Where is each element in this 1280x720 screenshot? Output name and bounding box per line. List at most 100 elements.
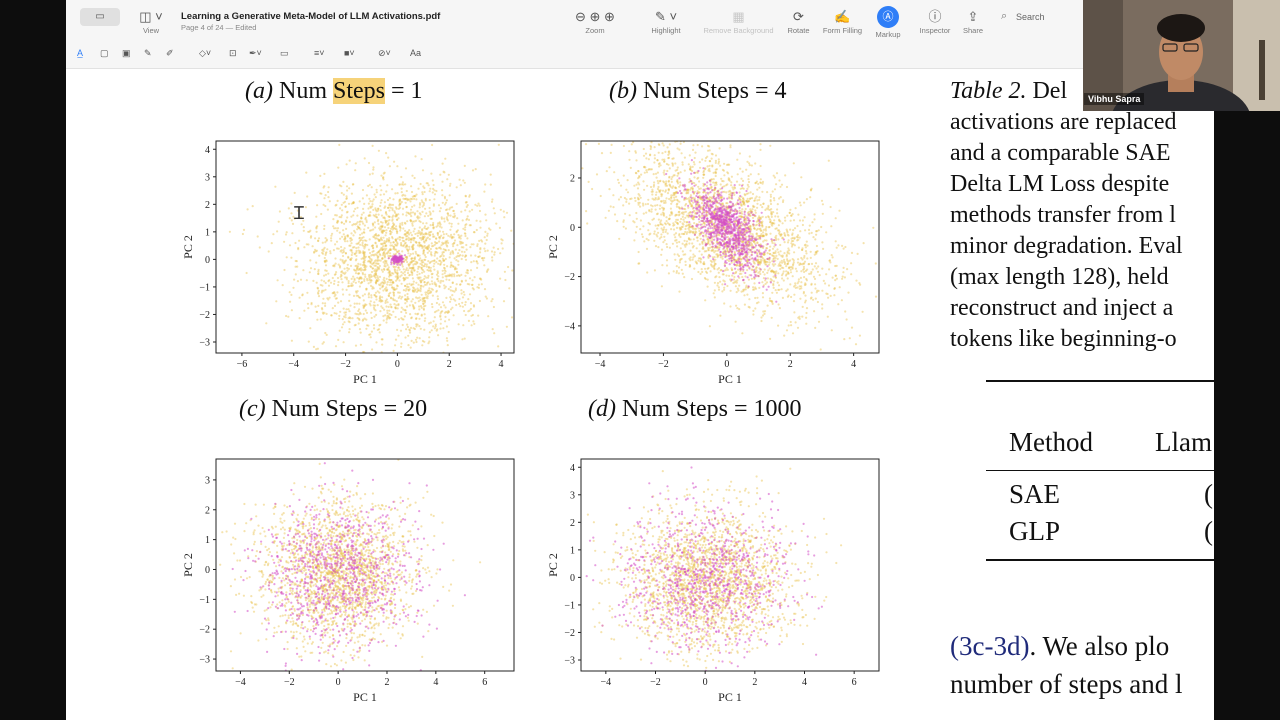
data-point [689, 259, 692, 262]
data-point [357, 309, 360, 313]
data-point [367, 207, 370, 210]
data-point [780, 259, 783, 262]
data-point [435, 242, 438, 245]
data-point [409, 197, 412, 200]
data-point [433, 268, 436, 271]
data-point [799, 297, 802, 300]
data-point [315, 215, 318, 218]
data-point [745, 199, 748, 202]
data-point [411, 277, 414, 280]
data-point [858, 282, 861, 285]
data-point [333, 282, 336, 285]
data-point [418, 226, 421, 229]
data-point [379, 220, 383, 224]
form-filling-button[interactable]: ✍ Form Filling [820, 8, 865, 35]
data-point [401, 239, 404, 242]
data-point [426, 295, 429, 298]
data-point [805, 316, 808, 319]
data-point [774, 236, 777, 239]
share-button[interactable]: ⇪ Share [958, 8, 988, 35]
text-select-tool-icon[interactable]: A̲ [77, 48, 84, 58]
sign-tool-icon[interactable]: ✒˅ [249, 48, 262, 58]
data-point [779, 250, 782, 253]
data-point [398, 183, 401, 186]
text-box-tool-icon[interactable]: ⊡ [229, 48, 237, 58]
data-point [422, 305, 425, 308]
data-point [413, 269, 416, 272]
data-point [305, 279, 308, 282]
data-point [354, 252, 357, 255]
data-point [357, 268, 360, 271]
shape-style-icon[interactable]: ≡˅ [314, 48, 325, 58]
smart-lasso-tool-icon[interactable]: ▣ [122, 48, 131, 58]
data-point [376, 251, 379, 255]
data-point [774, 227, 777, 230]
data-point [397, 213, 400, 216]
data-point [455, 255, 458, 258]
share-icon: ⇪ [967, 9, 979, 24]
data-point [400, 310, 403, 314]
fill-color-icon[interactable]: ⊘˅ [378, 48, 391, 58]
data-point [410, 215, 413, 218]
view-icon: ◫ ˅ [139, 9, 163, 24]
data-point [747, 192, 750, 195]
data-point [292, 215, 295, 218]
data-point [409, 326, 413, 329]
sidebar-toggle-button[interactable]: ▭ [80, 8, 120, 26]
zoom-controls[interactable]: ⊖ ⊕ ⊕ Zoom [560, 8, 630, 35]
data-point [375, 254, 378, 257]
data-point [356, 242, 360, 245]
data-point [354, 272, 358, 275]
text-style-button[interactable]: Aa [410, 48, 422, 58]
data-point [479, 248, 482, 251]
data-point [698, 234, 701, 237]
data-point [669, 199, 672, 202]
y-tick-label: 2 [205, 200, 210, 211]
data-point [410, 238, 413, 241]
data-point [405, 287, 408, 290]
shapes-tool-icon[interactable]: ◇˅ [199, 48, 212, 58]
data-point [884, 332, 886, 334]
border-color-icon[interactable]: ■˅ [344, 48, 355, 58]
data-point [346, 263, 349, 266]
highlight-button[interactable]: ✎ ˅ Highlight [641, 8, 691, 35]
markup-button[interactable]: Ⓐ Markup [866, 6, 910, 39]
data-point [340, 185, 343, 188]
data-point [646, 184, 649, 187]
data-point [597, 142, 600, 145]
data-point [826, 292, 829, 296]
document-title: Learning a Generative Meta-Model of LLM … [181, 11, 441, 22]
data-point [314, 250, 317, 253]
data-point [497, 345, 500, 348]
data-point [440, 261, 443, 264]
data-point [418, 216, 421, 219]
data-point [402, 244, 405, 247]
data-point [713, 251, 716, 254]
data-point [423, 299, 426, 302]
data-point [358, 296, 362, 299]
data-point [419, 220, 422, 224]
draw-tool-icon[interactable]: ✐ [166, 48, 174, 58]
data-point [376, 268, 379, 271]
data-point [441, 189, 444, 192]
data-point [287, 207, 290, 210]
data-point [324, 261, 327, 264]
data-point [702, 247, 705, 250]
data-point [358, 308, 361, 311]
note-tool-icon[interactable]: ▭ [280, 48, 289, 58]
data-point [396, 277, 399, 280]
data-point [442, 259, 445, 262]
data-point [707, 240, 710, 243]
data-point [346, 266, 349, 270]
inspector-button[interactable]: ⓘ Inspector [916, 8, 954, 35]
sketch-tool-icon[interactable]: ✎ [144, 48, 152, 58]
rect-select-tool-icon[interactable]: ▢ [100, 48, 109, 58]
rotate-button[interactable]: ⟳ Rotate [781, 8, 816, 35]
data-point [412, 280, 415, 283]
view-button[interactable]: ◫ ˅ View [136, 8, 166, 35]
data-point [452, 298, 455, 301]
data-point [459, 283, 462, 286]
data-point [793, 251, 796, 254]
search-input[interactable]: Search [1016, 12, 1045, 22]
remove-background-button[interactable]: ▦ Remove Background [701, 8, 776, 35]
